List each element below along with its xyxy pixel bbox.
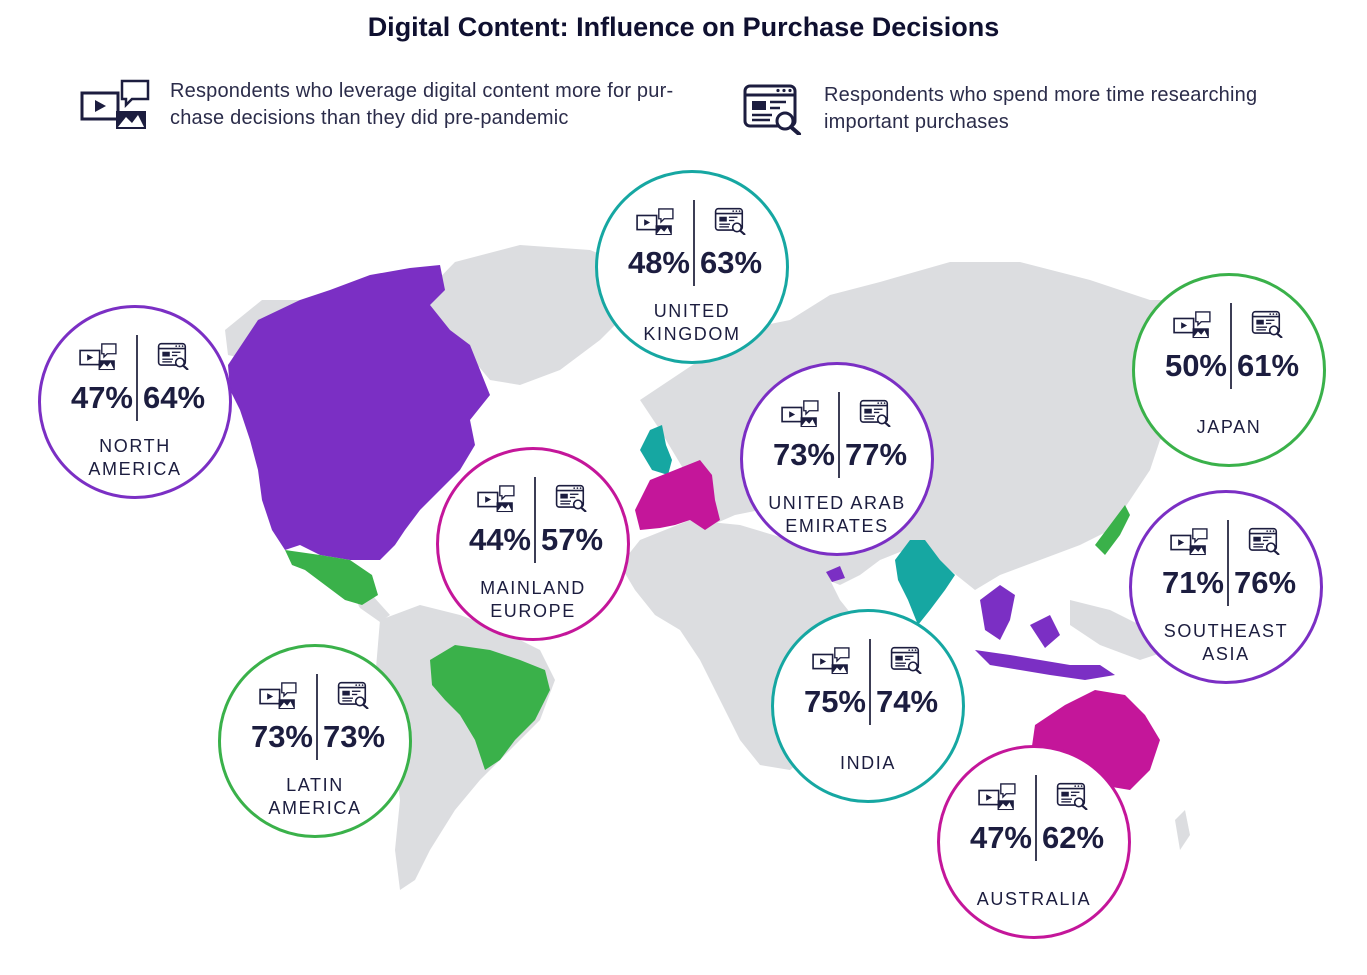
region-name: LATIN AMERICA	[268, 775, 362, 818]
greenland-shape	[418, 245, 640, 385]
media-chat-icon	[477, 484, 515, 519]
browser-search-icon	[1251, 310, 1283, 343]
region-name: NORTH AMERICA	[88, 436, 182, 479]
research-value: 74%	[876, 684, 939, 719]
uae-region	[826, 566, 845, 582]
region-name: JAPAN	[1196, 417, 1262, 437]
media-chat-icon	[636, 207, 674, 242]
legend-research-text: Respondents who spend more time research…	[824, 84, 1258, 133]
badge-divider	[1230, 303, 1232, 389]
browser-search-icon	[859, 399, 891, 432]
badge-divider	[838, 392, 840, 478]
research-value: 61%	[1237, 348, 1300, 383]
region-name: UNITED KINGDOM	[643, 301, 741, 344]
badge-uae: 73% 77% UNITED ARAB EMIRATES	[740, 362, 934, 556]
browser-search-icon	[555, 484, 587, 517]
japan-region	[1095, 505, 1130, 555]
badge-divider	[316, 674, 318, 760]
media-chat-icon	[781, 399, 819, 434]
browser-search-icon	[1056, 782, 1088, 815]
research-value: 62%	[1042, 820, 1105, 855]
media-chat-icon	[259, 681, 297, 716]
region-name: MAINLAND EUROPE	[480, 578, 586, 621]
digital-content-value: 73%	[772, 437, 835, 472]
badge-india: 75% 74% INDIA	[771, 609, 965, 803]
legend-research: Respondents who spend more time research…	[742, 82, 1304, 136]
digital-content-value: 73%	[250, 719, 313, 754]
mexico-region	[285, 550, 378, 605]
uk-region	[640, 425, 672, 475]
research-value: 57%	[541, 522, 604, 557]
research-value: 64%	[143, 380, 206, 415]
scandinavia-shape	[690, 340, 770, 420]
badge-divider	[1035, 775, 1037, 861]
india-region	[895, 540, 955, 625]
media-chat-icon	[79, 342, 117, 377]
region-name: UNITED ARAB EMIRATES	[768, 493, 906, 536]
media-chat-icon	[80, 79, 150, 129]
research-value: 77%	[845, 437, 908, 472]
badge-divider	[136, 335, 138, 421]
badge-uk: 48% 63% UNITED KINGDOM	[595, 170, 789, 364]
browser-search-icon	[337, 681, 369, 714]
legend-digital-content: Respondents who leverage digital content…	[80, 78, 715, 132]
indonesia-shape	[1070, 600, 1170, 660]
digital-content-value: 50%	[1164, 348, 1227, 383]
digital-content-value: 47%	[70, 380, 133, 415]
badge-divider	[534, 477, 536, 563]
research-value: 73%	[323, 719, 386, 754]
badge-mainland-europe: 44% 57% MAINLAND EUROPE	[436, 447, 630, 641]
badge-divider	[1227, 520, 1229, 606]
media-chat-icon	[1170, 527, 1208, 562]
research-value: 76%	[1234, 565, 1297, 600]
media-chat-icon	[978, 782, 1016, 817]
digital-content-value: 48%	[627, 245, 690, 280]
browser-search-icon	[157, 342, 189, 375]
browser-search-icon	[890, 646, 922, 679]
media-chat-icon	[1173, 310, 1211, 345]
browser-search-icon	[743, 84, 801, 135]
north-america-region	[228, 265, 490, 560]
browser-search-icon	[714, 207, 746, 240]
badge-australia: 47% 62% AUSTRALIA	[937, 745, 1131, 939]
digital-content-value: 47%	[969, 820, 1032, 855]
media-chat-icon	[812, 646, 850, 681]
new-zealand-shape	[1175, 810, 1190, 850]
browser-search-icon	[1248, 527, 1280, 560]
europe-region	[635, 460, 720, 530]
digital-content-value: 75%	[803, 684, 866, 719]
digital-content-value: 71%	[1161, 565, 1224, 600]
legend-digital-content-text: Respondents who leverage digital content…	[170, 80, 674, 129]
southeast-asia-region	[975, 585, 1115, 680]
region-name: AUSTRALIA	[976, 889, 1092, 909]
badge-japan: 50% 61% JAPAN	[1132, 273, 1326, 467]
region-name: INDIA	[839, 753, 896, 773]
brazil-region	[430, 645, 550, 770]
research-value: 63%	[700, 245, 763, 280]
badge-north-america: 47% 64% NORTH AMERICA	[38, 305, 232, 499]
badge-southeast-asia: 71% 76% SOUTHEAST ASIA	[1129, 490, 1323, 684]
badge-divider	[869, 639, 871, 725]
badge-latin-america: 73% 73% LATIN AMERICA	[218, 644, 412, 838]
region-name: SOUTHEAST ASIA	[1163, 621, 1289, 664]
page-title: Digital Content: Influence on Purchase D…	[367, 12, 1000, 42]
digital-content-value: 44%	[468, 522, 531, 557]
badge-divider	[693, 200, 695, 286]
